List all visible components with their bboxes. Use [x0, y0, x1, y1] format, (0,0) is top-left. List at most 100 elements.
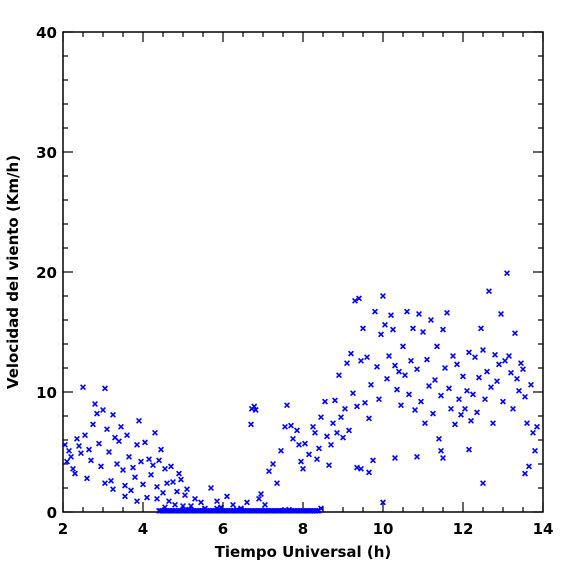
- y-tick-label: 20: [36, 264, 57, 282]
- data-point: [68, 453, 74, 460]
- data-point-stroke: [180, 503, 186, 509]
- data-point-stroke: [376, 396, 382, 403]
- data-point-stroke: [120, 467, 126, 473]
- data-point-stroke: [516, 387, 522, 394]
- data-point: [468, 417, 474, 424]
- data-point-stroke: [172, 501, 178, 508]
- data-point: [90, 421, 96, 428]
- data-point: [438, 392, 444, 399]
- data-point-stroke: [296, 441, 302, 448]
- data-point-stroke: [404, 308, 410, 315]
- data-point-stroke: [124, 432, 130, 439]
- data-point-stroke: [388, 312, 394, 319]
- data-point: [398, 402, 404, 409]
- data-point-stroke: [448, 405, 454, 412]
- data-point-stroke: [480, 480, 486, 487]
- data-point-stroke: [398, 402, 404, 409]
- data-point: [172, 501, 178, 508]
- data-point: [340, 434, 346, 441]
- data-point: [420, 329, 426, 335]
- data-point: [126, 453, 132, 460]
- plot-border: [62, 31, 544, 513]
- data-point-stroke: [440, 326, 446, 333]
- x-tick-label: 14: [533, 520, 554, 538]
- data-point-stroke: [460, 373, 466, 380]
- data-point-stroke: [446, 385, 452, 392]
- data-point-stroke: [396, 368, 402, 375]
- data-point: [446, 385, 452, 392]
- data-point-stroke: [306, 451, 312, 458]
- data-point-stroke: [440, 455, 446, 461]
- data-point: [392, 455, 398, 461]
- data-point: [404, 308, 410, 315]
- data-point-stroke: [110, 411, 116, 418]
- data-point-stroke: [374, 363, 380, 370]
- data-point: [528, 381, 534, 388]
- data-point: [316, 445, 322, 452]
- data-point-stroke: [104, 426, 110, 433]
- data-point: [316, 507, 322, 514]
- data-point-stroke: [142, 439, 148, 446]
- data-point-stroke: [138, 458, 144, 465]
- data-point: [378, 331, 384, 338]
- data-point-stroke: [524, 420, 530, 427]
- data-point: [372, 308, 378, 315]
- data-point-stroke: [182, 492, 188, 499]
- data-point-stroke: [128, 487, 134, 494]
- data-point: [70, 465, 76, 472]
- data-point-stroke: [80, 384, 86, 391]
- data-point: [324, 433, 330, 440]
- data-point-stroke: [502, 357, 508, 364]
- data-point-stroke: [70, 465, 76, 472]
- data-point-stroke: [416, 311, 422, 317]
- data-point: [138, 458, 144, 465]
- data-point-stroke: [162, 465, 168, 472]
- x-tick-label: 2: [58, 520, 68, 538]
- data-point: [306, 451, 312, 458]
- data-point: [494, 378, 500, 385]
- data-point-stroke: [410, 325, 416, 332]
- data-point: [436, 435, 442, 442]
- data-point: [492, 351, 498, 358]
- data-point-stroke: [330, 420, 336, 427]
- data-point: [328, 441, 334, 448]
- data-point-stroke: [418, 398, 424, 405]
- data-point-stroke: [86, 446, 92, 453]
- data-points: [62, 270, 540, 514]
- data-point: [442, 365, 448, 371]
- data-point-stroke: [166, 498, 172, 505]
- data-point: [454, 361, 460, 368]
- data-point-stroke: [102, 385, 108, 392]
- data-point-stroke: [72, 470, 78, 477]
- data-point: [248, 421, 254, 428]
- data-point: [208, 485, 214, 491]
- data-point-stroke: [368, 381, 374, 388]
- data-point-stroke: [500, 398, 506, 405]
- data-point: [78, 450, 84, 457]
- data-point-stroke: [498, 311, 504, 317]
- data-point-stroke: [380, 499, 386, 506]
- data-point-stroke: [262, 501, 268, 508]
- data-point-stroke: [90, 421, 96, 428]
- data-point: [350, 390, 356, 397]
- data-point: [152, 429, 158, 436]
- data-point: [338, 414, 344, 421]
- data-point-stroke: [278, 447, 284, 454]
- data-point-stroke: [392, 455, 398, 461]
- data-point-stroke: [372, 308, 378, 315]
- data-point: [392, 362, 398, 369]
- data-point-stroke: [294, 427, 300, 434]
- data-point-stroke: [478, 325, 484, 332]
- data-point-stroke: [126, 453, 132, 460]
- data-point-stroke: [456, 396, 462, 403]
- data-point-stroke: [472, 354, 478, 361]
- data-point-stroke: [244, 499, 250, 506]
- data-point: [136, 417, 142, 424]
- data-point: [432, 377, 438, 383]
- data-point-stroke: [332, 397, 338, 404]
- data-point-stroke: [358, 357, 364, 364]
- data-point: [516, 387, 522, 394]
- data-point-stroke: [506, 353, 512, 359]
- data-point-stroke: [140, 481, 146, 488]
